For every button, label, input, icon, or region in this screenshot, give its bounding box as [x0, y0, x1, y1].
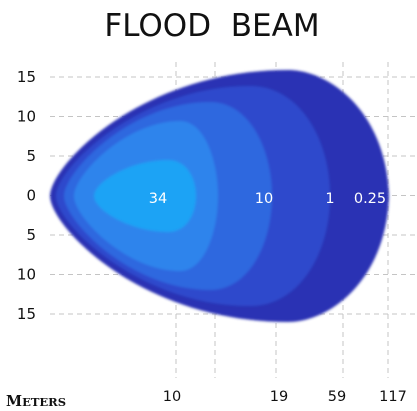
beam-contour-5 — [94, 160, 196, 232]
y-tick-label: 15 — [17, 305, 36, 323]
y-tick-label: 5 — [26, 147, 36, 165]
y-tick-label: 10 — [17, 108, 36, 126]
zone-label-3: 1 — [325, 191, 334, 207]
y-tick-label: 0 — [26, 187, 36, 205]
y-tick-label: 5 — [26, 226, 36, 244]
zone-label-1: 34 — [149, 191, 167, 207]
y-tick-label: 15 — [17, 68, 36, 86]
x-axis-unit-label: METERS — [6, 393, 66, 410]
x-axis-ticks: 10 19 59 117 — [163, 389, 407, 405]
zone-label-4: 0.25 — [354, 191, 386, 207]
x-tick-label: 117 — [379, 389, 407, 405]
x-tick-label: 10 — [163, 389, 181, 405]
zone-labels: 34 10 1 0.25 — [149, 191, 386, 207]
x-tick-label: 19 — [270, 389, 288, 405]
beam-pattern — [50, 70, 389, 322]
chart-title: FLOOD BEAM — [104, 8, 319, 44]
x-tick-label: 59 — [328, 389, 346, 405]
y-tick-label: 10 — [17, 266, 36, 284]
zone-label-2: 10 — [255, 191, 273, 207]
y-axis-ticks: 15 10 5 0 5 10 15 — [17, 68, 36, 323]
